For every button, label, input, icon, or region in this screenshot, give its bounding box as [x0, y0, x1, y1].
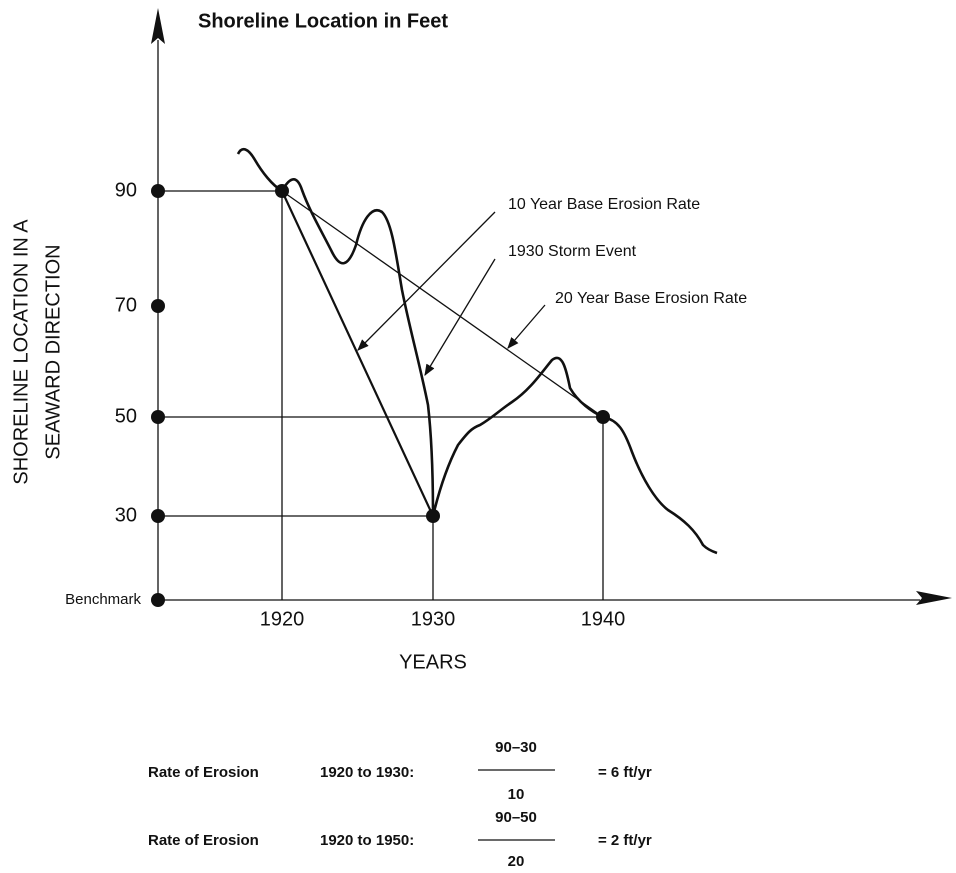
- formula-period: 1920 to 1930:: [320, 764, 414, 781]
- title: Shoreline Location in Feet: [198, 10, 448, 32]
- ten-year-rate-line: [281, 190, 434, 517]
- formula-numerator: 90–30: [495, 739, 537, 756]
- y-tick-label: 50: [115, 405, 137, 427]
- y-axis-label: SHORELINE LOCATION IN A: [10, 219, 32, 485]
- formula-label: Rate of Erosion: [148, 764, 259, 781]
- x-axis-arrow: [916, 591, 952, 605]
- annotation: 1930 Storm Event: [508, 243, 637, 260]
- formula-1: Rate of Erosion 1920 to 1930: 90–30 10 =…: [148, 739, 652, 803]
- y-axis-arrow: [151, 8, 165, 44]
- formula-numerator: 90–50: [495, 809, 537, 826]
- guide-lines: [158, 190, 604, 600]
- formula-2: Rate of Erosion 1920 to 1950: 90–50 20 =…: [148, 809, 652, 870]
- y-axis-label: SEAWARD DIRECTION: [42, 244, 64, 459]
- y-tick-label: 70: [115, 294, 137, 316]
- annotation: 20 Year Base Erosion Rate: [555, 290, 747, 307]
- formula-period: 1920 to 1950:: [320, 832, 414, 849]
- x-tick-label: 1940: [581, 608, 626, 630]
- y-tick-label: Benchmark: [65, 591, 141, 608]
- annotation: 10 Year Base Erosion Rate: [508, 196, 700, 213]
- y-tick-label: 30: [115, 504, 137, 526]
- annotation-arrow: [507, 304, 546, 349]
- annotation-arrow: [424, 258, 496, 377]
- formula-denominator: 10: [508, 786, 525, 803]
- annotation-arrow: [357, 211, 496, 351]
- formula-result: = 2 ft/yr: [598, 832, 652, 849]
- y-tick-label: 90: [115, 179, 137, 201]
- formula-denominator: 20: [508, 853, 525, 870]
- points: [151, 184, 610, 607]
- x-tick-label: 1930: [411, 608, 456, 630]
- x-axis-label: YEARS: [399, 651, 467, 673]
- twenty-year-rate-line: [281, 190, 604, 418]
- x-tick-label: 1920: [260, 608, 305, 630]
- formula-result: = 6 ft/yr: [598, 764, 652, 781]
- formula-label: Rate of Erosion: [148, 832, 259, 849]
